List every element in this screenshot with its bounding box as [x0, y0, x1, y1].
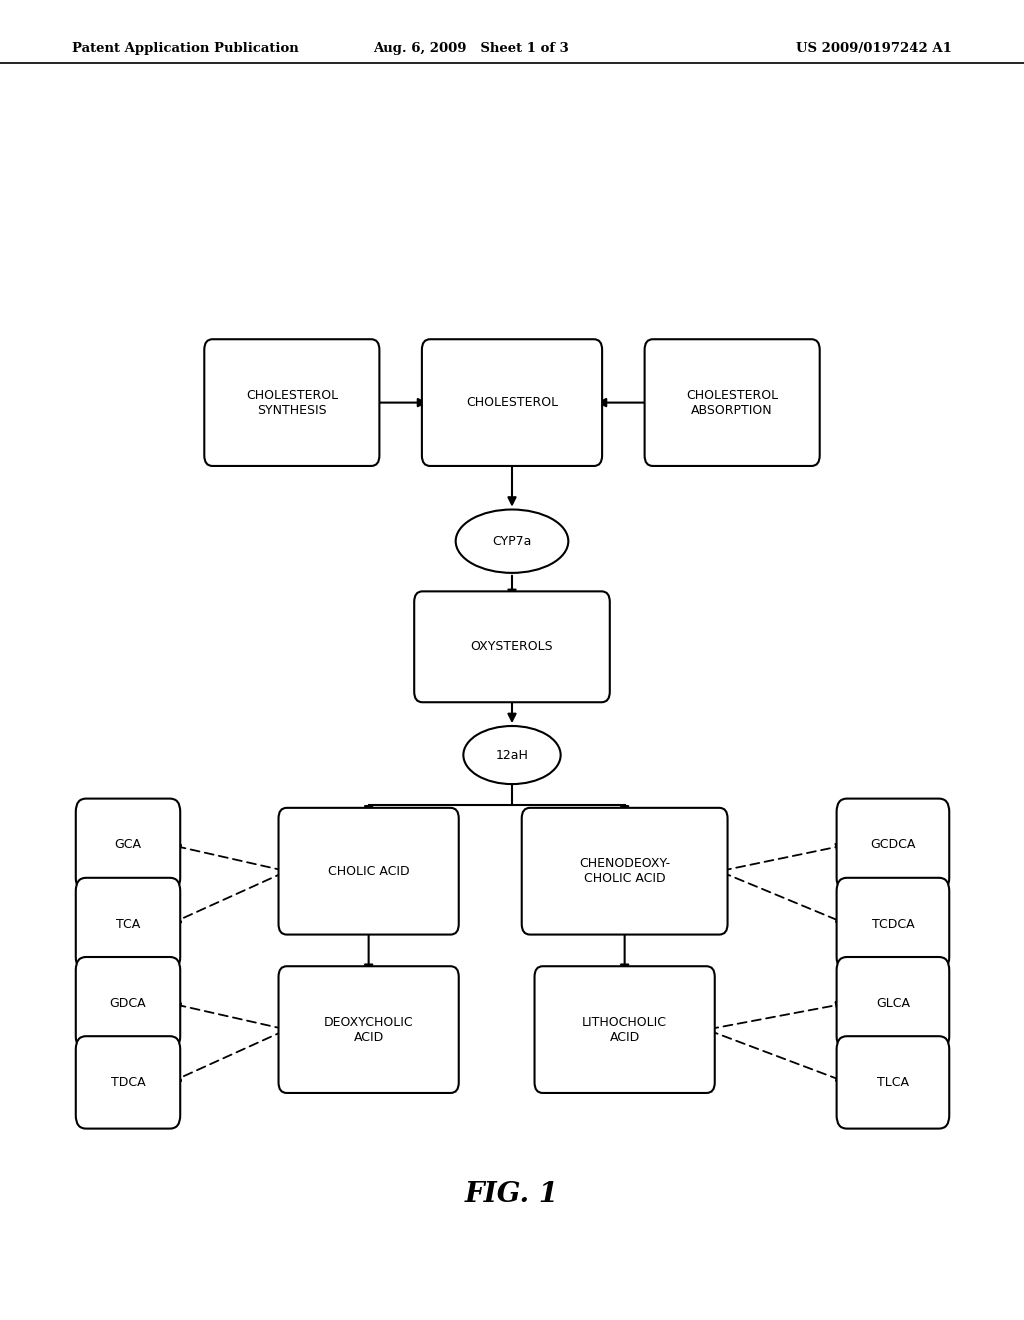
- FancyBboxPatch shape: [76, 799, 180, 891]
- Text: CYP7a: CYP7a: [493, 535, 531, 548]
- FancyBboxPatch shape: [422, 339, 602, 466]
- Text: Patent Application Publication: Patent Application Publication: [72, 42, 298, 54]
- FancyBboxPatch shape: [645, 339, 819, 466]
- FancyBboxPatch shape: [76, 878, 180, 970]
- Text: OXYSTEROLS: OXYSTEROLS: [471, 640, 553, 653]
- FancyBboxPatch shape: [535, 966, 715, 1093]
- Text: CHOLESTEROL
ABSORPTION: CHOLESTEROL ABSORPTION: [686, 388, 778, 417]
- Text: GLCA: GLCA: [876, 997, 910, 1010]
- Text: GDCA: GDCA: [110, 997, 146, 1010]
- Text: US 2009/0197242 A1: US 2009/0197242 A1: [797, 42, 952, 54]
- FancyBboxPatch shape: [837, 799, 949, 891]
- Text: DEOXYCHOLIC
ACID: DEOXYCHOLIC ACID: [324, 1015, 414, 1044]
- FancyBboxPatch shape: [279, 808, 459, 935]
- FancyBboxPatch shape: [76, 957, 180, 1049]
- FancyBboxPatch shape: [837, 1036, 949, 1129]
- FancyBboxPatch shape: [414, 591, 609, 702]
- Ellipse shape: [456, 510, 568, 573]
- Text: LITHOCHOLIC
ACID: LITHOCHOLIC ACID: [582, 1015, 668, 1044]
- Text: GCA: GCA: [115, 838, 141, 851]
- Text: TDCA: TDCA: [111, 1076, 145, 1089]
- Text: CHENODEOXY-
CHOLIC ACID: CHENODEOXY- CHOLIC ACID: [580, 857, 670, 886]
- Text: GCDCA: GCDCA: [870, 838, 915, 851]
- Text: FIG. 1: FIG. 1: [465, 1181, 559, 1208]
- Text: CHOLESTEROL: CHOLESTEROL: [466, 396, 558, 409]
- Text: CHOLIC ACID: CHOLIC ACID: [328, 865, 410, 878]
- Text: TCA: TCA: [116, 917, 140, 931]
- Ellipse shape: [463, 726, 561, 784]
- FancyBboxPatch shape: [837, 878, 949, 970]
- Text: Aug. 6, 2009   Sheet 1 of 3: Aug. 6, 2009 Sheet 1 of 3: [373, 42, 569, 54]
- FancyBboxPatch shape: [837, 957, 949, 1049]
- FancyBboxPatch shape: [521, 808, 727, 935]
- Text: TLCA: TLCA: [877, 1076, 909, 1089]
- FancyBboxPatch shape: [279, 966, 459, 1093]
- FancyBboxPatch shape: [204, 339, 379, 466]
- FancyBboxPatch shape: [76, 1036, 180, 1129]
- Text: CHOLESTEROL
SYNTHESIS: CHOLESTEROL SYNTHESIS: [246, 388, 338, 417]
- Text: TCDCA: TCDCA: [871, 917, 914, 931]
- Text: 12aH: 12aH: [496, 748, 528, 762]
